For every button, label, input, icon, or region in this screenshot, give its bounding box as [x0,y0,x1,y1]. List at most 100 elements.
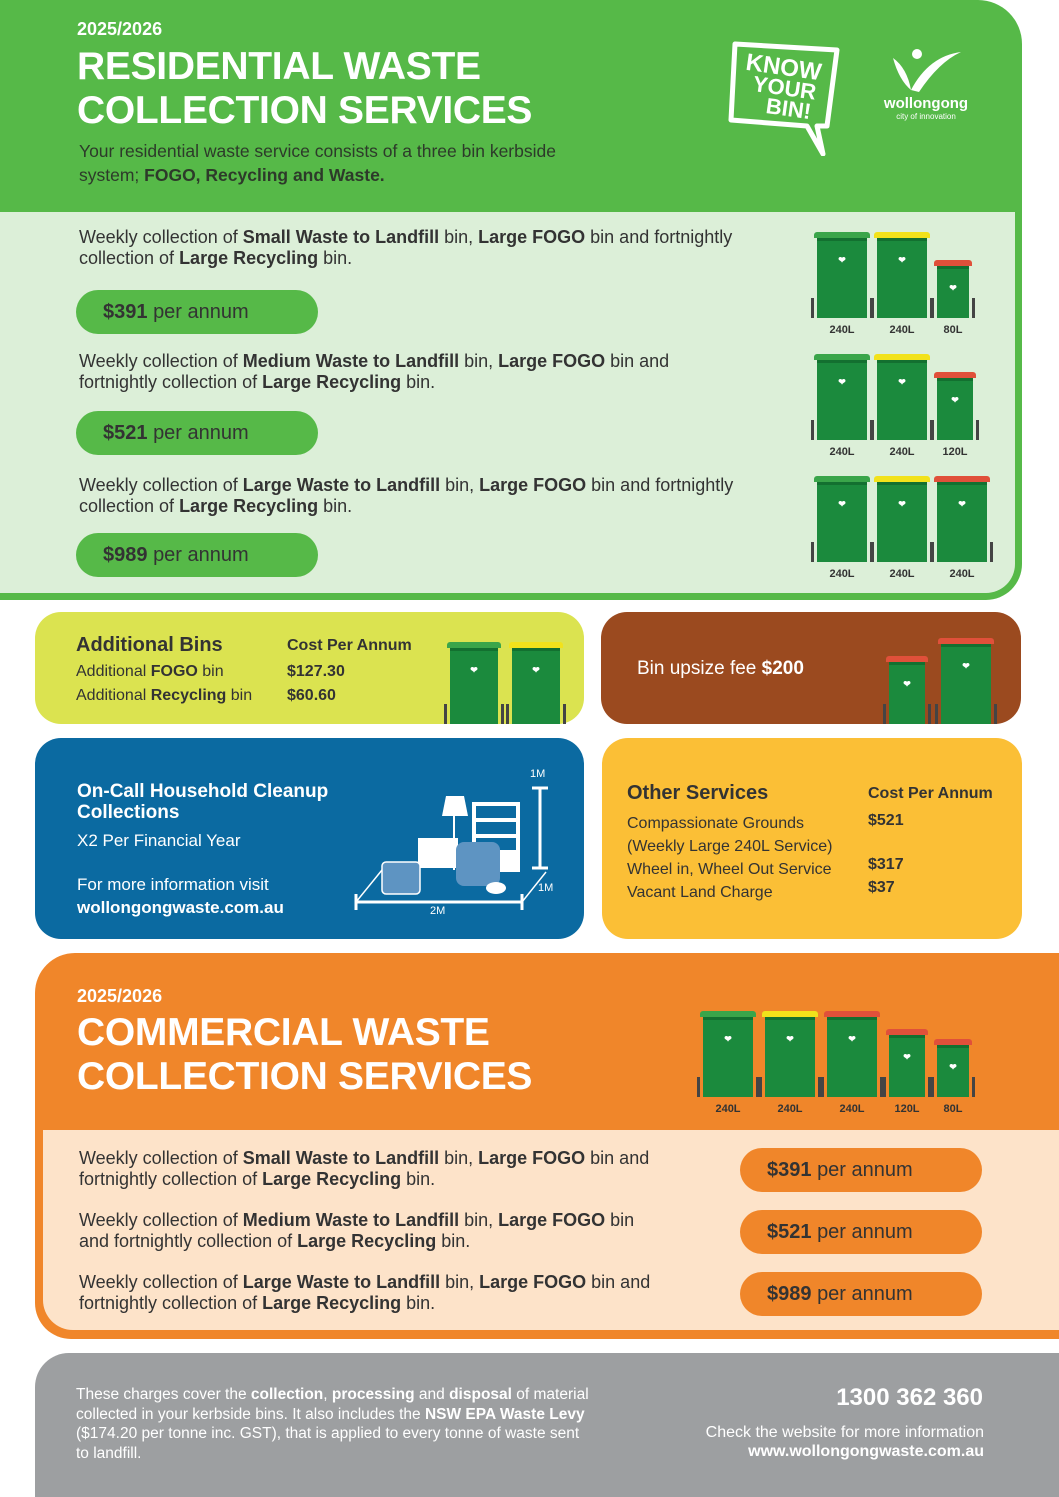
price: $391 [103,301,148,323]
text-segment: bin and fortnightly collection of [79,1148,650,1189]
bin-lid [447,642,501,648]
footer [35,1353,1059,1497]
additional-bins-title: Additional Bins [76,634,223,656]
bin-body: ❤ [871,238,933,318]
commercial-year: 2025/2026 [77,986,163,1006]
text-segment: Large Recycling [262,1293,402,1313]
text-segment: Large Recycling [179,496,319,516]
residential-header [0,0,1022,212]
text-segment: bin [226,687,253,704]
price-pill: $521 per annum [76,411,318,455]
residential-intro: Your residential waste service consists … [79,139,589,187]
text-segment: Large Recycling [262,372,402,392]
service-label: Wheel in, Wheel Out Service [627,861,832,878]
bin-body: ❤ [931,266,975,318]
text-segment: Additional [76,687,151,704]
council-name: wollongong [883,95,969,112]
text-segment: bin. [401,1169,436,1189]
service-price: $317 [868,856,904,873]
cleanup-frequency: X2 Per Financial Year [77,831,241,850]
wheelie-bin-icon: ❤ [883,656,931,724]
bin-size-label: 240L [829,446,855,458]
wheelie-bin-icon: ❤ 240L [871,354,933,458]
depth-dimension: 1M [538,882,554,894]
bin-lid [762,1011,818,1017]
bin-body: ❤ [935,644,997,724]
price-pill: $391 per annum [76,290,318,334]
text-segment: bin. [401,1293,436,1313]
text-segment: bin and fortnightly collection of [79,1272,651,1313]
text-segment: of material collected in your kerbside b… [76,1386,589,1423]
text-segment: collection [250,1386,324,1403]
bin-lid [874,354,930,360]
bin-size-label: 240L [829,568,855,580]
website-note: Check the website for more information [705,1424,984,1441]
text-segment: Large FOGO [479,1272,587,1292]
service-price: $521 [868,812,904,829]
text-segment: Your residential waste service consists … [79,141,556,185]
text-segment: Large FOGO [479,475,587,495]
speech-bubble-icon: KNOW YOUR BIN! [728,41,840,157]
cleanup-website-link[interactable]: wollongongwaste.com.au [77,898,284,917]
title-line: RESIDENTIAL WASTE [77,45,481,88]
text-segment: Large Recycling [179,248,319,268]
service-label: Vacant Land Charge [627,884,773,901]
wheelie-bin-icon: ❤ 240L [871,232,933,336]
council-tagline: city of innovation [896,112,956,121]
bin-lid [886,1029,928,1035]
website-link[interactable]: www.wollongongwaste.com.au [748,1443,984,1460]
bin-body: ❤ [506,648,566,724]
wheelie-bin-icon: ❤ 240L [871,476,933,580]
know-your-bin-logo: KNOW YOUR BIN! [725,36,845,157]
width-dimension: 2M [430,905,446,917]
footer-note: These charges cover the collection, proc… [76,1385,596,1463]
bin-lid [886,656,928,662]
text-segment: Large FOGO [478,1148,586,1168]
bin-body: ❤ [444,648,504,724]
bin-body: ❤ [811,482,873,562]
text-segment: Small Waste to Landfill [242,1148,440,1168]
residential-year: 2025/2026 [77,19,163,39]
text-segment: disposal [449,1386,512,1403]
service-price: $37 [868,879,895,896]
bin-size-label: 240L [839,1103,865,1115]
text-segment: Weekly collection of [79,1272,243,1292]
text-segment: Large Recycling [262,1169,402,1189]
text-segment: Weekly collection of [79,1210,243,1230]
bin-body: ❤ [811,238,873,318]
wheelie-bin-icon: ❤ 240L [811,232,873,336]
title-line: COLLECTION SERVICES [77,1055,533,1098]
text-segment: bin. [436,1231,471,1251]
bins-group: ❤ ❤ [883,636,997,724]
text-segment: Large FOGO [498,1210,606,1230]
bin-size-label: 240L [949,568,975,580]
height-dimension: 1M [530,768,546,780]
option-description: Weekly collection of Medium Waste to Lan… [79,351,699,393]
text-segment: bin. [318,496,353,516]
wheelie-bin-icon: ❤ 240L [931,476,993,580]
bin-body: ❤ [931,482,993,562]
bin-body: ❤ [931,378,979,440]
wheelie-bin-icon: ❤ 120L [883,1029,931,1115]
text-segment: Weekly collection of [79,475,243,495]
cleanup-illustration-icon [354,786,548,910]
text-segment: bin, [440,1272,480,1292]
text-segment: Large FOGO [498,351,606,371]
wheelie-bin-icon: ❤ [444,642,504,724]
bins-group: ❤ ❤ [444,636,566,724]
bin-lid [874,232,930,238]
text-segment: Large Waste to Landfill [242,1272,441,1292]
text-segment: FOGO, Recycling and Waste. [144,165,385,185]
text-segment: Medium Waste to Landfill [242,1210,460,1230]
price-pill: $989 per annum [740,1272,982,1316]
title-line: COMMERCIAL WASTE [77,1011,490,1054]
price: $989 [103,544,148,566]
bin-body: ❤ [697,1017,759,1097]
option-description: Weekly collection of Medium Waste to Lan… [79,1210,669,1252]
bin-size-label: 240L [889,446,915,458]
bin-size-label: 80L [943,1103,963,1115]
additional-fogo-label: Additional FOGO bin [76,660,224,683]
wheelie-bin-icon: ❤ 240L [811,476,873,580]
phone-number[interactable]: 1300 362 360 [836,1384,983,1411]
text-segment: bin, [459,351,499,371]
